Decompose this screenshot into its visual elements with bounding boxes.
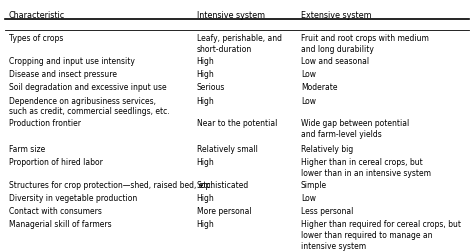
Text: Low: Low: [301, 70, 316, 79]
Text: Relatively small: Relatively small: [197, 144, 257, 153]
Text: Soil degradation and excessive input use: Soil degradation and excessive input use: [9, 83, 166, 92]
Text: Higher than required for cereal crops, but
lower than required to manage an
inte: Higher than required for cereal crops, b…: [301, 219, 461, 250]
Text: Wide gap between potential
and farm-level yields: Wide gap between potential and farm-leve…: [301, 119, 409, 139]
Text: Diversity in vegetable production: Diversity in vegetable production: [9, 193, 137, 202]
Text: High: High: [197, 193, 214, 202]
Text: Production frontier: Production frontier: [9, 119, 81, 128]
Text: Fruit and root crops with medium
and long durability: Fruit and root crops with medium and lon…: [301, 34, 429, 54]
Text: Characteristic: Characteristic: [9, 11, 65, 20]
Text: High: High: [197, 70, 214, 79]
Text: Higher than in cereal crops, but
lower than in an intensive system: Higher than in cereal crops, but lower t…: [301, 157, 431, 177]
Text: Intensive system: Intensive system: [197, 11, 265, 20]
Text: Leafy, perishable, and
short-duration: Leafy, perishable, and short-duration: [197, 34, 282, 54]
Text: Proportion of hired labor: Proportion of hired labor: [9, 157, 102, 166]
Text: Dependence on agribusiness services,
such as credit, commercial seedlings, etc.: Dependence on agribusiness services, suc…: [9, 96, 169, 116]
Text: Sophisticated: Sophisticated: [197, 180, 249, 189]
Text: Simple: Simple: [301, 180, 327, 189]
Text: High: High: [197, 57, 214, 66]
Text: Low: Low: [301, 193, 316, 202]
Text: Farm size: Farm size: [9, 144, 45, 153]
Text: Contact with consumers: Contact with consumers: [9, 206, 101, 215]
Text: Less personal: Less personal: [301, 206, 353, 215]
Text: Types of crops: Types of crops: [9, 34, 63, 43]
Text: Extensive system: Extensive system: [301, 11, 372, 20]
Text: Serious: Serious: [197, 83, 225, 92]
Text: Low and seasonal: Low and seasonal: [301, 57, 369, 66]
Text: Managerial skill of farmers: Managerial skill of farmers: [9, 219, 111, 228]
Text: Disease and insect pressure: Disease and insect pressure: [9, 70, 117, 79]
Text: Cropping and input use intensity: Cropping and input use intensity: [9, 57, 135, 66]
Text: High: High: [197, 219, 214, 228]
Text: High: High: [197, 96, 214, 105]
Text: Relatively big: Relatively big: [301, 144, 353, 153]
Text: Near to the potential: Near to the potential: [197, 119, 277, 128]
Text: Structures for crop protection—shed, raised bed, etc.: Structures for crop protection—shed, rai…: [9, 180, 212, 189]
Text: More personal: More personal: [197, 206, 251, 215]
Text: Moderate: Moderate: [301, 83, 337, 92]
Text: Low: Low: [301, 96, 316, 105]
Text: High: High: [197, 157, 214, 166]
